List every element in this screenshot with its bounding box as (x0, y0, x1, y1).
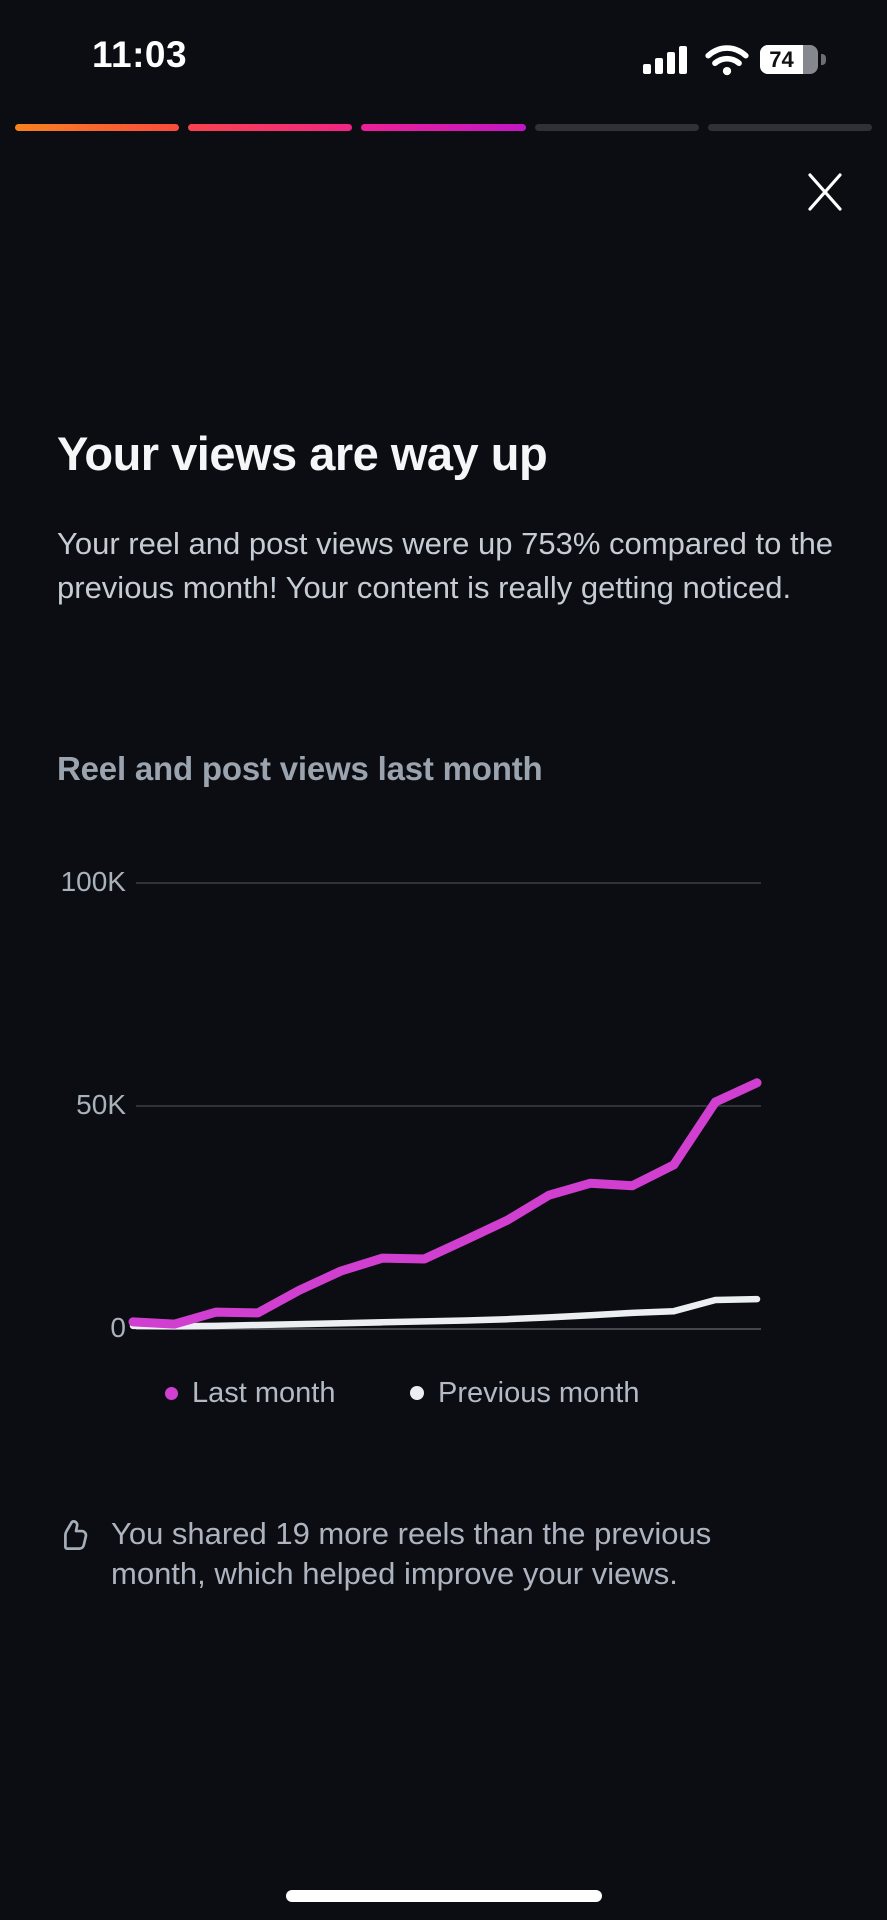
series-line-last-month (128, 1078, 762, 1329)
battery-nub (821, 54, 826, 65)
home-indicator[interactable] (286, 1890, 602, 1902)
story-progress-segment (188, 124, 353, 131)
battery-icon: 74 (760, 45, 818, 74)
status-time: 11:03 (92, 34, 188, 75)
wifi-icon (705, 45, 749, 76)
series-line-previous-month (129, 1295, 761, 1330)
chart-heading: Reel and post views last month (57, 750, 543, 787)
battery-fill (760, 45, 803, 74)
page-title: Your views are way up (57, 427, 548, 480)
page-subtitle: Your reel and post views were up 753% co… (57, 526, 834, 605)
status-icons: 74 (640, 44, 840, 76)
insight-note: You shared 19 more reels than the previo… (111, 1516, 712, 1591)
story-progress-segment (707, 124, 873, 131)
legend-item-last-month: Last month (165, 1376, 335, 1410)
legend-label-last-month: Last month (192, 1376, 336, 1409)
legend-label-previous-month: Previous month (438, 1376, 640, 1409)
previous-month-dot-icon (410, 1386, 424, 1400)
close-button[interactable] (799, 166, 851, 218)
thumbs-up-icon (64, 1520, 88, 1550)
story-progress-bar (15, 124, 873, 131)
views-chart-svg (128, 882, 762, 1330)
story-progress-segment (15, 124, 180, 131)
battery-percent: 74 (769, 46, 794, 72)
story-progress-segment (361, 124, 526, 131)
legend-item-previous-month: Previous month (410, 1376, 640, 1410)
y-axis-tick-0: 0 (110, 1312, 126, 1343)
y-axis-tick-50k: 50K (76, 1089, 126, 1120)
views-line-chart (0, 860, 887, 1340)
story-progress-segment (534, 124, 699, 131)
last-month-dot-icon (165, 1386, 178, 1400)
y-axis-tick-100k: 100K (60, 866, 126, 897)
close-icon (808, 173, 842, 211)
